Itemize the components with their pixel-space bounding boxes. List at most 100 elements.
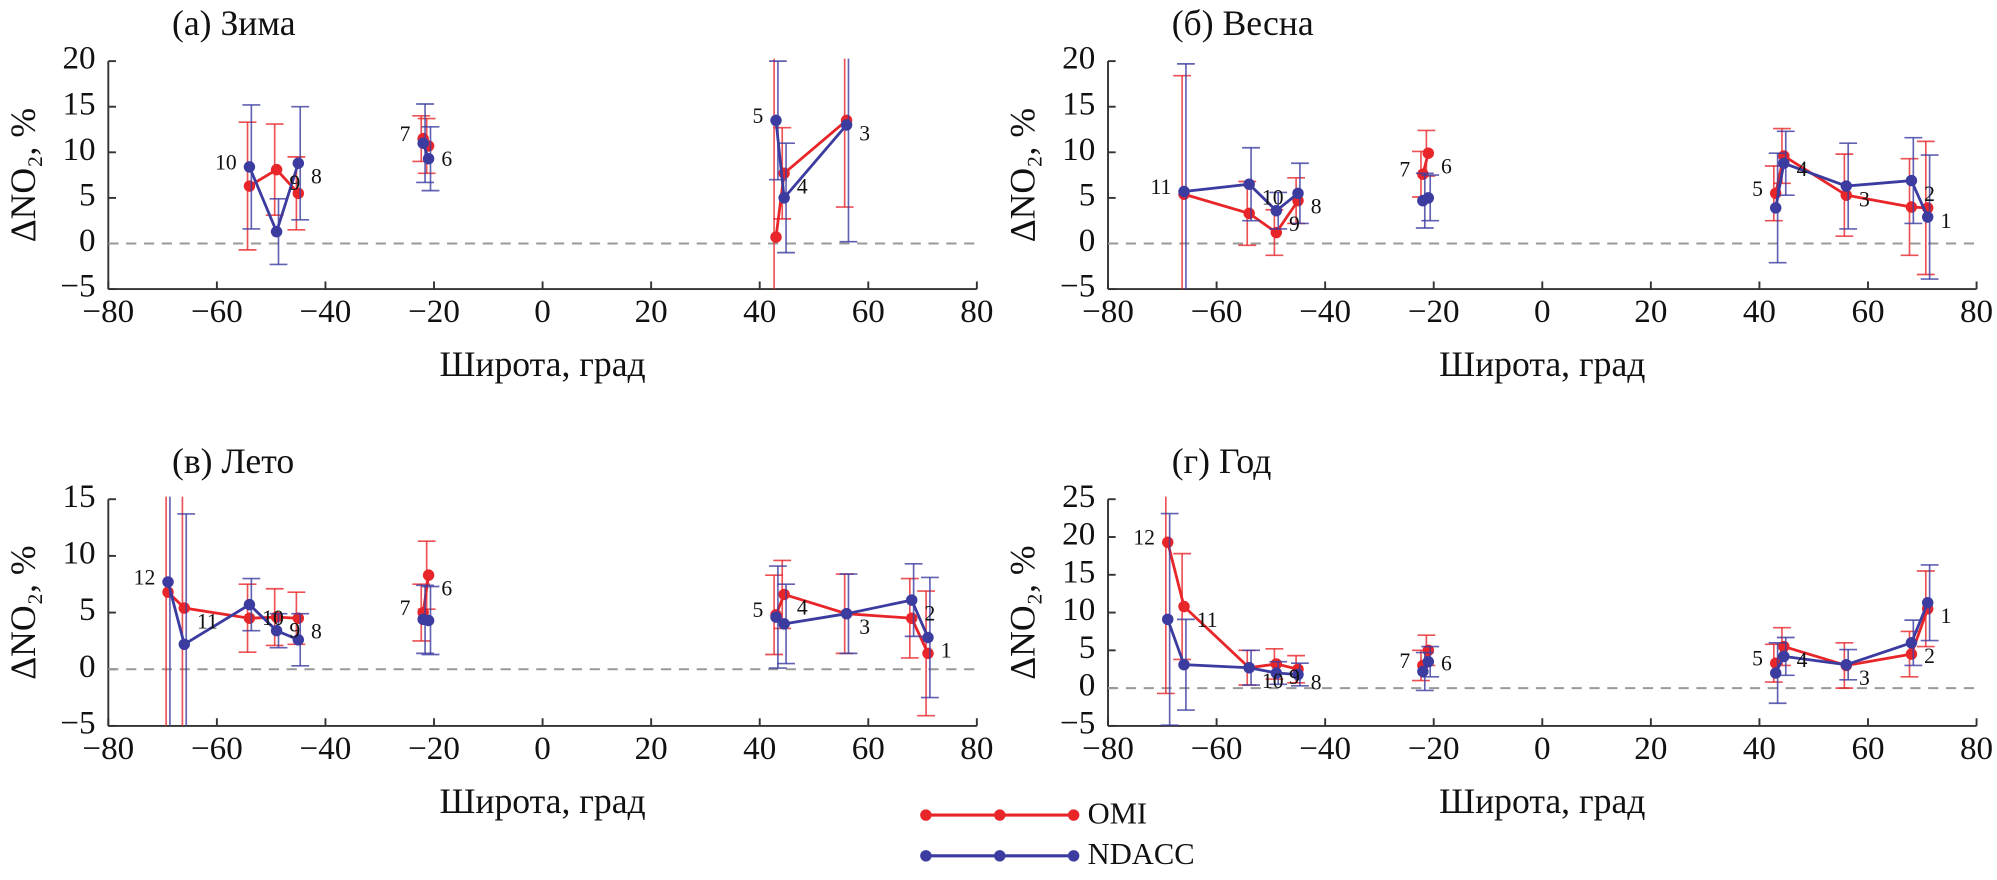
point xyxy=(270,163,283,176)
point-label: 10 xyxy=(215,150,237,174)
point-label: 10 xyxy=(262,606,284,630)
point xyxy=(1921,211,1934,223)
x-tick-label: −60 xyxy=(191,293,243,330)
plot-area xyxy=(1156,496,1939,726)
x-tick-label: −80 xyxy=(82,730,134,767)
point xyxy=(243,161,256,173)
panel: (б) Весна Широта, град ΔNO₂, % −80 −60 −40 −20… xyxy=(1003,3,1993,384)
point-label: 12 xyxy=(1133,526,1155,550)
y-tick-label: −5 xyxy=(60,704,95,741)
x-axis-label: Широта, град xyxy=(1439,781,1645,821)
x-tick-label: 0 xyxy=(534,730,551,767)
y-tick-label: 10 xyxy=(62,131,95,168)
x-tick-label: −60 xyxy=(1191,293,1243,330)
point xyxy=(292,634,305,646)
plot-area xyxy=(1173,63,1939,290)
y-axis-label: ΔNO₂, % xyxy=(3,108,43,242)
x-axis-label: Широта, град xyxy=(1439,344,1645,384)
x-tick-label: 60 xyxy=(1851,730,1884,767)
point-label: 9 xyxy=(289,171,300,195)
point xyxy=(178,638,191,651)
point-label: 5 xyxy=(752,104,763,128)
panel-title: (г) Год xyxy=(1172,441,1272,481)
y-tick-label: −5 xyxy=(1060,268,1095,305)
x-tick-label: −80 xyxy=(1082,293,1134,330)
point-label: 11 xyxy=(197,609,218,633)
legend-label: NDACC xyxy=(1088,837,1195,871)
point xyxy=(1162,613,1174,626)
x-tick-label: 40 xyxy=(743,730,776,767)
legend-marker xyxy=(1067,850,1080,862)
point xyxy=(922,647,934,660)
point-label: 2 xyxy=(924,601,935,625)
point xyxy=(840,119,853,131)
point xyxy=(1905,174,1918,187)
legend-marker xyxy=(920,809,932,821)
point xyxy=(1243,207,1255,220)
point xyxy=(422,152,435,165)
point xyxy=(1422,192,1435,204)
point-label: 7 xyxy=(1399,158,1410,182)
point xyxy=(1162,536,1174,549)
point xyxy=(270,624,283,637)
y-tick-label: 0 xyxy=(79,648,96,685)
point xyxy=(270,225,283,238)
point-label: 1 xyxy=(1940,209,1951,233)
y-tick-label: 15 xyxy=(62,478,95,515)
y-tick-label: 10 xyxy=(1062,591,1095,628)
x-tick-label: 60 xyxy=(852,293,885,330)
point xyxy=(1769,667,1782,679)
point xyxy=(770,114,782,127)
y-tick-label: 10 xyxy=(1062,131,1095,168)
x-tick-label: 20 xyxy=(635,730,668,767)
point-label: 7 xyxy=(400,122,411,146)
x-tick-label: 40 xyxy=(1743,730,1776,767)
point xyxy=(1840,180,1853,192)
x-tick-label: 0 xyxy=(534,293,551,330)
point xyxy=(778,192,790,204)
x-tick-label: 20 xyxy=(1634,730,1667,767)
point-label: 3 xyxy=(1859,666,1870,690)
x-tick-label: −20 xyxy=(408,730,460,767)
point-label: 5 xyxy=(1752,647,1763,671)
point xyxy=(1270,667,1283,679)
point-label: 10 xyxy=(1262,185,1284,209)
point xyxy=(1422,655,1435,668)
point-label: 11 xyxy=(1197,608,1218,632)
y-tick-label: 15 xyxy=(1062,85,1095,122)
point xyxy=(905,594,918,606)
x-tick-label: 20 xyxy=(635,293,668,330)
point-label: 3 xyxy=(1859,187,1870,211)
panel: (г) Год Широта, град ΔNO₂, % −80 −60 −40 −20 0 2… xyxy=(1003,441,1993,821)
x-tick-label: −80 xyxy=(82,293,134,330)
point-label: 12 xyxy=(134,565,156,589)
panel-title: (б) Весна xyxy=(1172,3,1314,43)
point xyxy=(243,598,256,611)
point xyxy=(292,187,305,200)
y-tick-label: 15 xyxy=(1062,553,1095,590)
x-tick-label: −40 xyxy=(300,293,352,330)
x-tick-label: 60 xyxy=(1851,293,1884,330)
legend-marker xyxy=(1067,809,1080,821)
point-label: 2 xyxy=(1924,644,1935,668)
point xyxy=(292,157,305,169)
point xyxy=(1178,658,1190,671)
y-tick-label: 0 xyxy=(1079,222,1096,259)
point xyxy=(417,137,429,149)
legend-marker xyxy=(994,850,1006,862)
point-label: 3 xyxy=(859,615,870,639)
point xyxy=(1178,600,1190,613)
x-tick-label: 20 xyxy=(1634,293,1667,330)
point xyxy=(905,612,918,624)
panel-title: (в) Лето xyxy=(172,441,294,481)
point xyxy=(770,611,782,623)
x-tick-label: 80 xyxy=(1960,293,1993,330)
y-tick-label: 0 xyxy=(79,222,96,259)
point xyxy=(1778,640,1790,653)
point-label: 6 xyxy=(441,576,452,600)
series-line xyxy=(248,119,848,238)
series-line xyxy=(248,120,848,236)
point-label: 7 xyxy=(1399,649,1410,673)
point xyxy=(422,614,435,627)
y-tick-label: 5 xyxy=(1079,176,1096,213)
